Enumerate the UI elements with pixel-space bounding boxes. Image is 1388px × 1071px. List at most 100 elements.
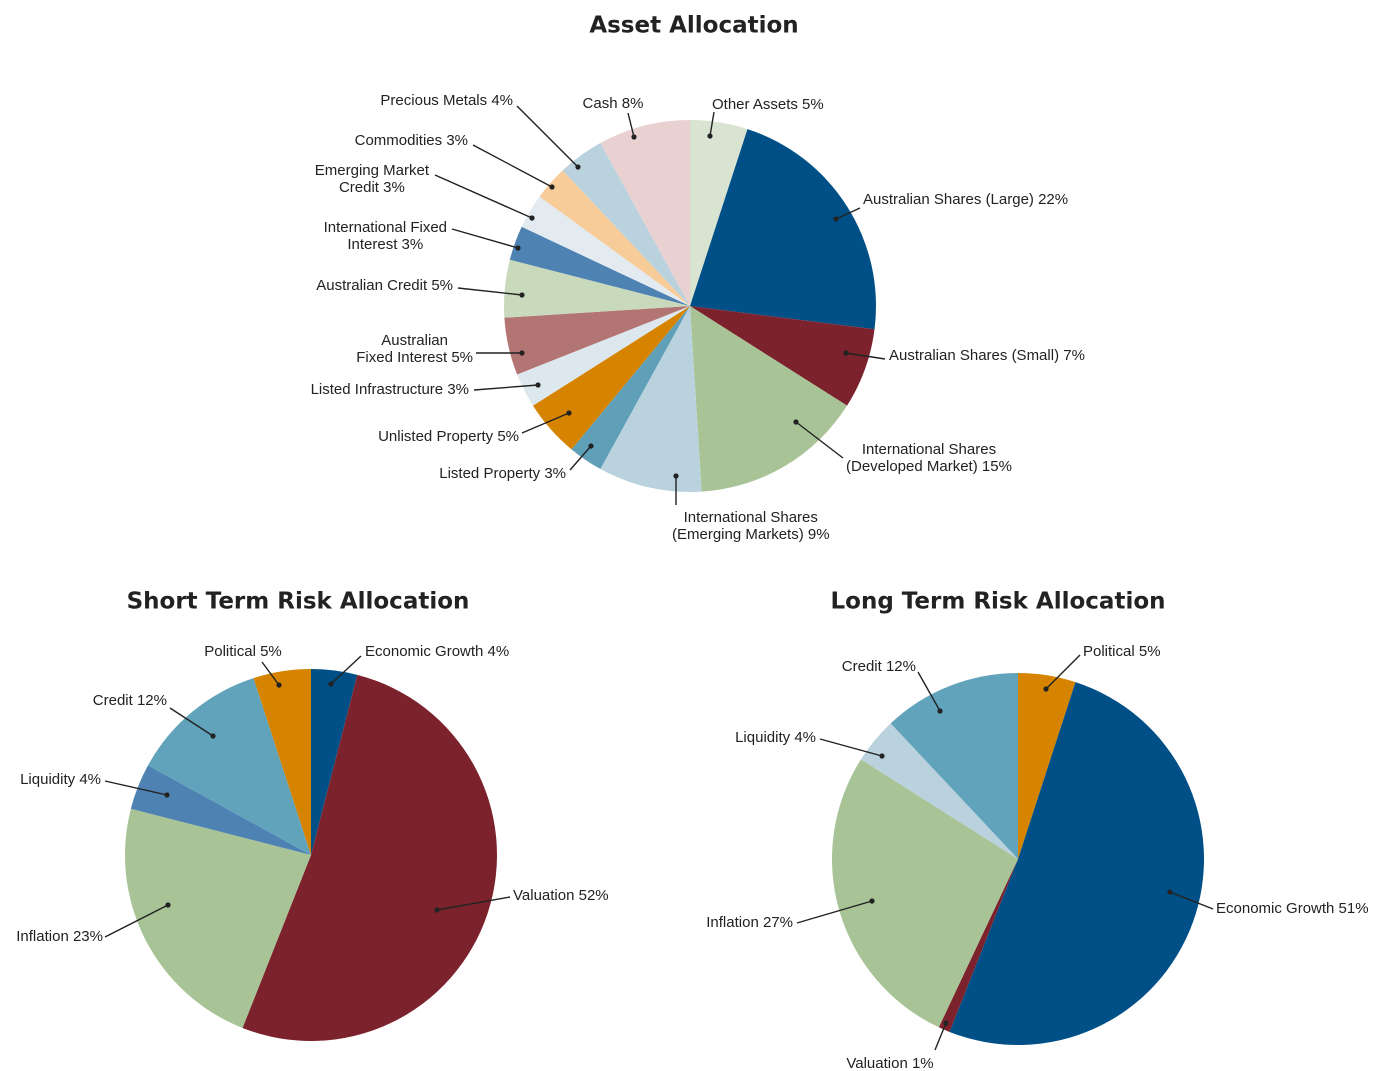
category-label: Credit bbox=[841, 658, 882, 675]
leader-dot bbox=[519, 292, 525, 298]
slice-label: Australian Shares (Small) 7% bbox=[889, 347, 1085, 364]
pie-slice bbox=[690, 306, 848, 492]
pie-slice bbox=[504, 306, 690, 375]
pie-slice bbox=[242, 674, 497, 1041]
slice-label: Economic Growth 51% bbox=[1216, 900, 1369, 917]
leader-line bbox=[835, 207, 861, 220]
value-label: 4% bbox=[491, 92, 513, 109]
category-label: Australian Shares (Large) bbox=[863, 191, 1034, 208]
leader-dot bbox=[519, 350, 525, 356]
slice-label: Valuation 52% bbox=[513, 887, 609, 904]
leader-dot bbox=[869, 898, 875, 904]
pie-slice bbox=[600, 120, 690, 306]
leader-dot bbox=[1167, 889, 1173, 895]
category-label: Commodities bbox=[354, 132, 443, 149]
leader-dot bbox=[879, 753, 885, 759]
pie-slice bbox=[517, 306, 690, 406]
pie-slice bbox=[521, 196, 690, 306]
slice-label: Economic Growth 4% bbox=[365, 643, 509, 660]
slice-label: Political 5% bbox=[204, 643, 282, 660]
pie-slice bbox=[832, 759, 1018, 1028]
value-label: 3% bbox=[446, 132, 468, 149]
slice-label: International Shares (Emerging Markets) … bbox=[672, 509, 830, 543]
slice-label: International Fixed Interest 3% bbox=[324, 219, 447, 253]
leader-dot bbox=[793, 419, 799, 425]
value-label: 4% bbox=[794, 729, 816, 746]
leader-line bbox=[261, 661, 280, 686]
slice-label: Political 5% bbox=[1083, 643, 1161, 660]
value-label: 4% bbox=[79, 771, 101, 788]
leader-line bbox=[104, 904, 169, 938]
slice-label: Cash 8% bbox=[583, 95, 644, 112]
leader-dot bbox=[535, 382, 541, 388]
slice-label: Other Assets 5% bbox=[712, 96, 824, 113]
slice-label: Credit 12% bbox=[842, 658, 916, 675]
slice-label: Australian Fixed Interest 5% bbox=[356, 332, 473, 366]
chart-title: Short Term Risk Allocation bbox=[127, 589, 470, 615]
leader-line bbox=[473, 384, 539, 391]
value-label: 22% bbox=[1038, 191, 1069, 208]
leader-dot bbox=[833, 216, 839, 222]
value-label: 27% bbox=[762, 914, 793, 931]
pie-slice bbox=[890, 673, 1018, 859]
pie-slice bbox=[690, 129, 876, 330]
slice-label: Unlisted Property 5% bbox=[378, 428, 519, 445]
leader-line bbox=[472, 144, 553, 188]
category-label: Other Assets bbox=[712, 96, 798, 113]
leader-line bbox=[709, 111, 715, 137]
slice-label: Australian Shares (Large) 22% bbox=[863, 191, 1068, 208]
category-label: Liquidity bbox=[735, 729, 791, 746]
leader-line bbox=[169, 707, 214, 737]
leader-line bbox=[627, 112, 635, 138]
pie-slice bbox=[539, 170, 690, 306]
leader-line bbox=[451, 228, 519, 249]
pie-slice bbox=[690, 306, 875, 406]
leader-line bbox=[457, 287, 523, 296]
leader-dot bbox=[937, 708, 943, 714]
leader-dot bbox=[210, 733, 216, 739]
slice-label: Commodities 3% bbox=[355, 132, 468, 149]
category-label: International Shares (Developed Market) bbox=[846, 441, 997, 475]
category-label: Political bbox=[204, 643, 256, 660]
value-label: 3% bbox=[544, 465, 566, 482]
category-label: Listed Infrastructure bbox=[310, 381, 444, 398]
leader-line bbox=[796, 900, 873, 924]
value-label: 5% bbox=[431, 277, 453, 294]
pie-slice bbox=[504, 259, 690, 318]
pie-slice bbox=[938, 859, 1018, 1032]
pie-slice bbox=[571, 306, 690, 469]
leader-dot bbox=[164, 792, 170, 798]
leader-dot bbox=[529, 215, 535, 221]
pie-slice bbox=[253, 669, 311, 855]
leader-line bbox=[795, 421, 844, 459]
slice-label: Listed Infrastructure 3% bbox=[311, 381, 469, 398]
value-label: 4% bbox=[487, 643, 510, 660]
category-label: Cash bbox=[582, 95, 618, 112]
leader-line bbox=[845, 352, 886, 360]
pie-slice bbox=[124, 808, 311, 1028]
slice-label: Credit 12% bbox=[93, 692, 167, 709]
leader-dot bbox=[328, 681, 334, 687]
value-label: 3% bbox=[401, 236, 424, 253]
pie-slice bbox=[690, 120, 748, 306]
value-label: 5% bbox=[1138, 643, 1161, 660]
value-label: 9% bbox=[807, 526, 830, 543]
category-label: Australian Shares (Small) bbox=[889, 347, 1060, 364]
pie-slice bbox=[509, 226, 690, 306]
pie-slice bbox=[949, 682, 1204, 1045]
category-label: International Shares (Emerging Markets) bbox=[672, 509, 818, 543]
pie-slice bbox=[562, 143, 690, 306]
value-label: 3% bbox=[447, 381, 469, 398]
category-label: Unlisted Property bbox=[378, 428, 494, 445]
leader-dot bbox=[549, 184, 555, 190]
slice-label: Australian Credit 5% bbox=[316, 277, 453, 294]
category-label: Emerging Market Credit bbox=[314, 162, 429, 196]
category-label: Inflation bbox=[16, 928, 69, 945]
leader-line bbox=[1169, 891, 1214, 910]
leader-line bbox=[917, 671, 941, 712]
leader-line bbox=[104, 780, 168, 796]
leader-dot bbox=[943, 1020, 949, 1026]
category-label: International Fixed Interest bbox=[323, 219, 447, 253]
leader-dot bbox=[434, 907, 440, 913]
